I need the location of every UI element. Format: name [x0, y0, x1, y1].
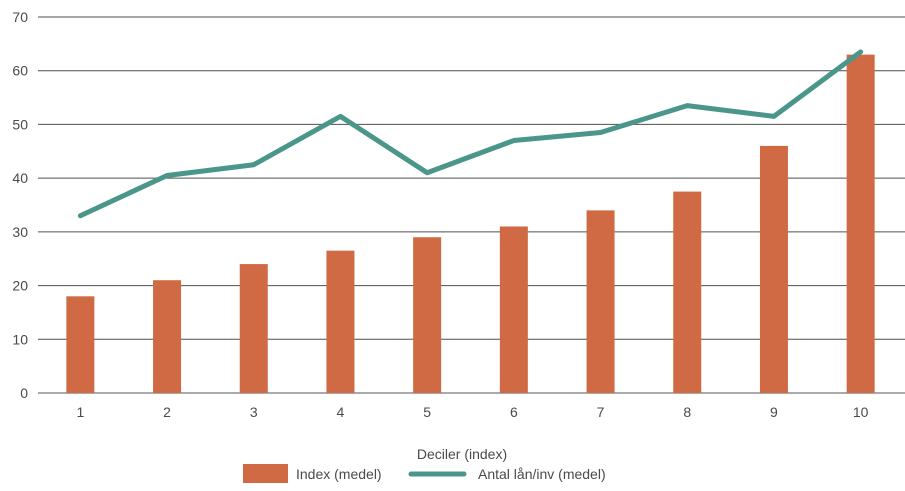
y-tick-label: 50: [12, 116, 28, 132]
line-point: [166, 174, 168, 176]
legend: Index (medel) Antal lån/inv (medel): [243, 464, 606, 483]
line-point: [253, 164, 255, 166]
x-tick-label: 4: [337, 404, 345, 420]
bar: [499, 226, 528, 393]
line-point: [513, 140, 515, 142]
line-series: [77, 49, 864, 219]
legend-bar-swatch: [243, 464, 288, 483]
bar: [759, 145, 788, 393]
legend-label: Index (medel): [296, 466, 382, 482]
line-point: [339, 115, 341, 117]
line-path: [77, 49, 864, 219]
x-tick-labels: 1 2 3 4 5 6 7 8 9 10: [76, 404, 868, 420]
x-tick-label: 6: [510, 404, 518, 420]
x-tick-label: 10: [853, 404, 869, 420]
bar: [153, 280, 182, 393]
gridlines: [38, 16, 905, 394]
x-tick-label: 2: [163, 404, 171, 420]
y-tick-label: 40: [12, 170, 28, 186]
line-point: [426, 172, 428, 174]
bar: [586, 210, 615, 393]
line-point: [600, 131, 602, 133]
x-tick-label: 8: [683, 404, 691, 420]
line-point: [79, 215, 81, 217]
y-tick-label: 70: [12, 9, 28, 25]
bar: [66, 296, 95, 393]
line-point: [686, 105, 688, 107]
y-tick-label: 10: [12, 331, 28, 347]
line-point: [773, 115, 775, 117]
y-tick-labels: 0 10 20 30 40 50 60 70: [12, 9, 28, 401]
x-tick-label: 1: [76, 404, 84, 420]
y-tick-label: 30: [12, 224, 28, 240]
bar: [846, 54, 875, 393]
bar: [326, 250, 355, 393]
y-tick-label: 20: [12, 278, 28, 294]
x-tick-label: 7: [597, 404, 605, 420]
y-tick-label: 60: [12, 63, 28, 79]
x-tick-label: 9: [770, 404, 778, 420]
line-point: [860, 51, 862, 53]
bar: [239, 264, 268, 393]
x-tick-label: 3: [250, 404, 258, 420]
x-tick-label: 5: [423, 404, 431, 420]
x-axis-title: Deciler (index): [417, 446, 507, 462]
bar: [673, 191, 702, 393]
legend-label: Antal lån/inv (medel): [478, 466, 606, 482]
bar: [413, 237, 442, 393]
bar-series: [66, 54, 875, 393]
y-tick-label: 0: [20, 385, 28, 401]
